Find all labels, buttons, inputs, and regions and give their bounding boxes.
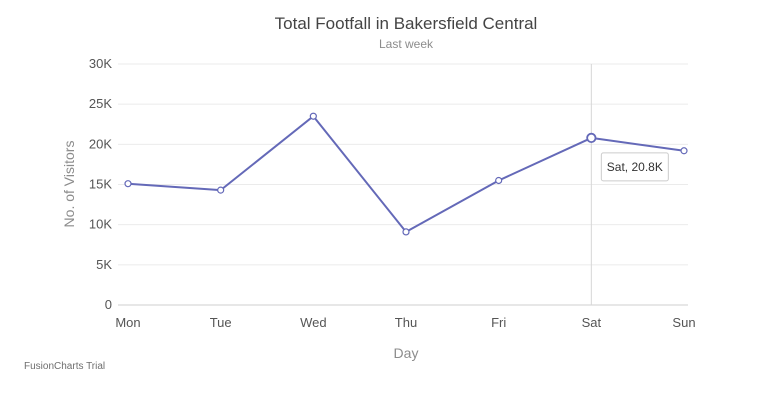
y-tick-label: 25K bbox=[89, 96, 112, 111]
x-tick-label: Tue bbox=[210, 315, 232, 330]
x-axis-ticks: Mon Tue Wed Thu Fri Sat Sun bbox=[115, 315, 695, 330]
data-point[interactable] bbox=[217, 186, 225, 194]
series bbox=[127, 115, 685, 233]
x-tick-label: Fri bbox=[491, 315, 506, 330]
tooltip-box bbox=[600, 152, 669, 182]
tooltip: Sat, 20.8K bbox=[600, 152, 669, 182]
watermark-text: FusionCharts Trial bbox=[24, 361, 105, 372]
y-axis-label: No. of Visitors bbox=[61, 141, 77, 228]
y-tick-label: 10K bbox=[89, 217, 112, 232]
x-tick-label: Sat bbox=[582, 315, 602, 330]
gridlines bbox=[118, 63, 688, 306]
x-tick-label: Sun bbox=[672, 315, 695, 330]
x-axis-label: Day bbox=[394, 345, 419, 361]
y-tick-label: 5K bbox=[96, 257, 112, 272]
data-point[interactable] bbox=[495, 176, 503, 185]
data-point[interactable] bbox=[309, 112, 317, 120]
data-points[interactable] bbox=[124, 112, 688, 236]
y-tick-label: 20K bbox=[89, 136, 112, 151]
tooltip-text: Sat, 20.8K bbox=[607, 160, 663, 174]
y-axis-ticks: 0 5K 10K 15K 20K 25K 30K bbox=[89, 56, 112, 312]
chart-subtitle: Last week bbox=[379, 37, 434, 51]
y-tick-label: 0 bbox=[105, 297, 112, 312]
chart-title: Total Footfall in Bakersfield Central bbox=[275, 14, 538, 33]
x-tick-label: Mon bbox=[115, 315, 140, 330]
y-tick-label: 15K bbox=[89, 177, 112, 192]
data-point[interactable] bbox=[680, 147, 688, 155]
data-point[interactable] bbox=[586, 132, 597, 144]
x-tick-label: Thu bbox=[395, 315, 417, 330]
data-point[interactable] bbox=[124, 180, 132, 188]
data-point[interactable] bbox=[402, 228, 410, 236]
series-line bbox=[127, 115, 685, 233]
y-tick-label: 30K bbox=[89, 56, 112, 71]
x-tick-label: Wed bbox=[300, 315, 327, 330]
